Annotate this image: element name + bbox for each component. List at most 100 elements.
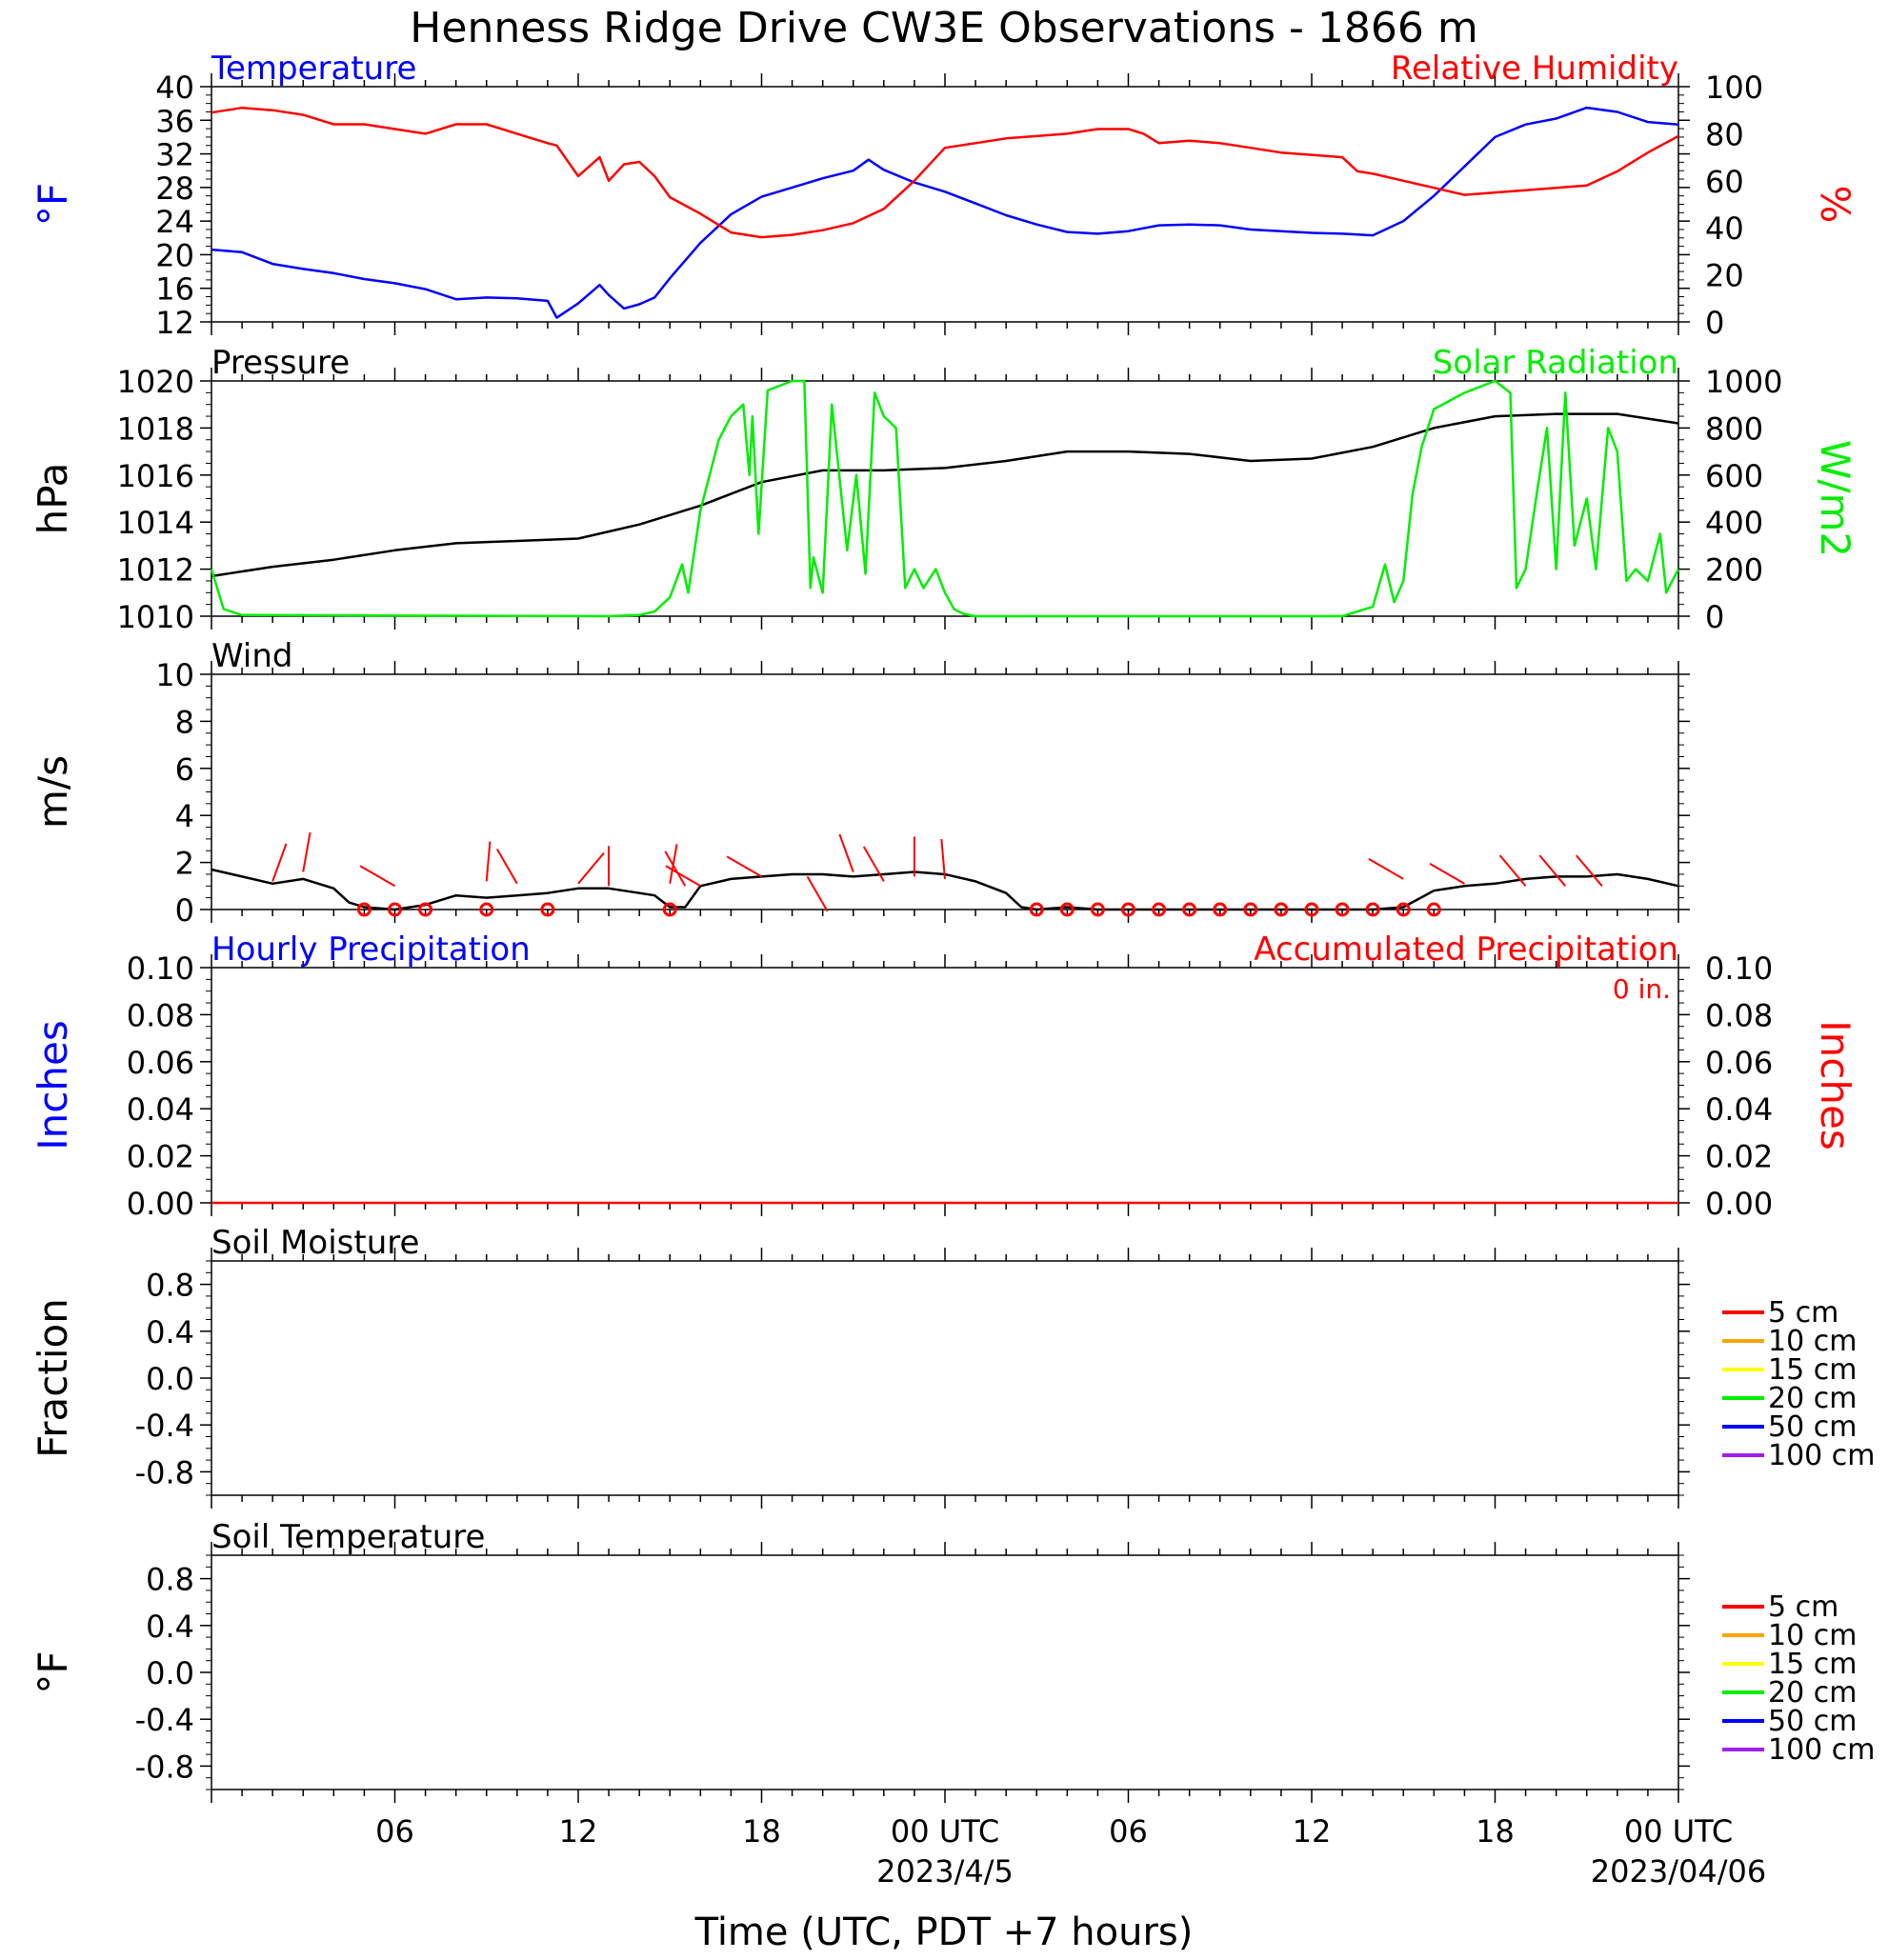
wind-barb (485, 841, 492, 882)
calm-marker (1243, 902, 1258, 917)
calm-marker (540, 902, 555, 917)
y-tick-label-right: 200 (1705, 552, 1763, 589)
wind-barb (838, 833, 854, 872)
series-line-pressure (211, 412, 1679, 578)
y-axis-label-left: °F (30, 183, 76, 226)
y-tick-label-left: 36 (155, 103, 194, 139)
calm-marker (662, 902, 677, 917)
y-tick-label-left: 24 (155, 204, 194, 240)
y-tick-label-left: 0.00 (127, 1186, 194, 1222)
y-tick-label-right: 400 (1705, 505, 1763, 541)
y-tick-label-left: 1020 (117, 364, 194, 400)
date-label: 2023/4/5 (876, 1853, 1014, 1890)
y-tick-label-right: 100 (1705, 70, 1763, 106)
wind-barb (1498, 854, 1527, 887)
plot-frame (211, 967, 1679, 1204)
wind-barb (665, 865, 701, 888)
x-axis-label: Time (UTC, PDT +7 hours) (694, 1910, 1194, 1954)
y-tick-label-left: 40 (155, 70, 194, 106)
y-tick-label-left: 1010 (117, 599, 194, 635)
calm-marker (1059, 902, 1075, 917)
plot-frame (211, 380, 1679, 617)
y-tick-label-left: 1012 (117, 552, 194, 589)
calm-marker (1213, 902, 1228, 917)
figure-title: Henness Ridge Drive CW3E Observations - … (410, 4, 1477, 52)
y-tick-label-left: 8 (175, 704, 194, 740)
x-tick-label: 18 (742, 1813, 781, 1850)
panel-precipitation: 0.00 0.02 0.04 0.06 0.08 0.10 0.00 0.02 0.04 0.06… (30, 930, 1858, 1222)
series-line-relative-humidity (211, 106, 1679, 239)
wind-barb (940, 838, 946, 879)
y-tick-label-left: 16 (155, 271, 194, 308)
panel-pressure-solar: 1010 1012 1014 1016 1018 1020 0 200 400 600 800 100… (30, 344, 1858, 635)
panel-title-right: Solar Radiation (1433, 344, 1678, 382)
y-tick-label-right: 0 (1705, 305, 1724, 341)
y-tick-label-right: 0.10 (1705, 950, 1773, 987)
y-tick-label-left: -0.8 (135, 1454, 194, 1490)
wind-barb (359, 865, 395, 888)
y-tick-label-left: 0.0 (146, 1361, 194, 1397)
y-tick-label-left: 0.4 (146, 1314, 194, 1350)
calm-marker (1029, 902, 1044, 917)
y-tick-label-left: 0.4 (146, 1609, 194, 1645)
y-tick-label-left: 12 (155, 305, 194, 341)
calm-marker (1396, 902, 1411, 917)
y-tick-label-left: 32 (155, 137, 194, 173)
legend-label: 50 cm (1768, 1705, 1857, 1738)
wind-barb (862, 846, 885, 882)
y-tick-label-right: 0.04 (1705, 1091, 1773, 1128)
x-tick-label: 12 (559, 1813, 598, 1850)
y-tick-label-right: 20 (1705, 258, 1744, 294)
y-tick-label-left: 0.8 (146, 1268, 194, 1304)
y-tick-label-left: 1016 (117, 458, 194, 494)
calm-marker (1365, 902, 1380, 917)
calm-marker (1274, 902, 1289, 917)
legend-label: 15 cm (1768, 1648, 1857, 1681)
wind-barb (302, 831, 311, 872)
panel-title-right: Accumulated Precipitation (1254, 930, 1678, 969)
y-tick-label-left: -0.4 (135, 1408, 194, 1444)
legend-label: 100 cm (1768, 1733, 1876, 1767)
legend-label: 20 cm (1768, 1676, 1857, 1710)
wind-barb (726, 855, 763, 878)
legend-label: 20 cm (1768, 1382, 1857, 1415)
y-axis-label-right: W/m2 (1812, 440, 1858, 557)
y-axis-label-right: % (1812, 186, 1858, 224)
wind-barb (1576, 854, 1603, 887)
panel-title-right: Relative Humidity (1391, 50, 1678, 88)
y-tick-label-right: 0.02 (1705, 1139, 1773, 1175)
y-axis-label-left: °F (30, 1650, 76, 1693)
y-axis-label-left: Fraction (30, 1298, 76, 1458)
x-tick-label: 00 UTC (891, 1813, 999, 1850)
wind-barb (1368, 858, 1404, 880)
wind-barb (495, 848, 518, 885)
y-tick-label-left: 0 (175, 892, 194, 929)
legend-label: 10 cm (1768, 1325, 1857, 1358)
y-tick-label-right: 40 (1705, 210, 1744, 247)
calm-marker (356, 902, 372, 917)
y-tick-label-right: 800 (1705, 410, 1763, 447)
panel-soil-moisture: -0.8 -0.4 0.0 0.4 0.8 Soil Moisture Fraction 5 … (30, 1224, 1876, 1509)
calm-marker (1304, 902, 1319, 917)
panel-title-left: Temperature (211, 50, 416, 88)
y-tick-label-left: 0.02 (127, 1139, 194, 1175)
calm-marker (418, 902, 433, 917)
y-tick-label-right: 0.00 (1705, 1186, 1773, 1222)
y-axis-label-left: hPa (30, 463, 76, 535)
plot-frame (211, 1554, 1679, 1790)
plot-frame (211, 1260, 1679, 1496)
y-tick-label-left: 10 (155, 657, 194, 693)
legend-label: 50 cm (1768, 1410, 1857, 1444)
y-tick-label-left: 6 (175, 751, 194, 788)
y-tick-label-left: 0.10 (127, 950, 194, 987)
calm-marker (388, 902, 402, 917)
y-tick-label-left: 1014 (117, 505, 194, 541)
legend-label: 100 cm (1768, 1439, 1876, 1472)
y-axis-label-left: Inches (30, 1020, 76, 1150)
y-tick-label-left: 2 (175, 846, 194, 882)
panel-wind: 0 2 4 6 8 10 Wind m/s (30, 637, 1690, 929)
y-tick-label-left: 20 (155, 237, 194, 273)
calm-marker (479, 902, 494, 917)
